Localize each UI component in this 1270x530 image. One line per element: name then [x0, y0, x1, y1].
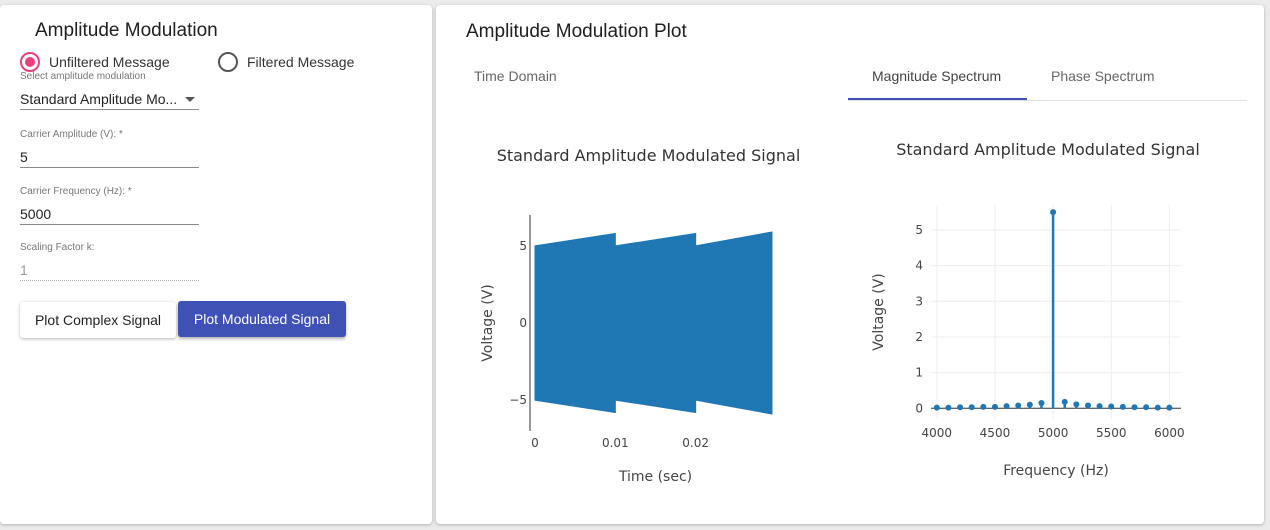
stem-point [1015, 402, 1022, 409]
stem-point [945, 404, 952, 411]
tab-baseline [848, 100, 1247, 101]
stem-point [1096, 403, 1103, 410]
stem-point [1131, 404, 1138, 411]
x-tick-label: 5000 [1038, 426, 1069, 440]
plot-modulated-signal-button[interactable]: Plot Modulated Signal [178, 301, 346, 337]
stem-point [1154, 404, 1161, 411]
radio-filtered-message[interactable]: Filtered Message [218, 52, 354, 72]
radio-unfiltered-label: Unfiltered Message [49, 54, 170, 70]
modulated-signal-area [534, 231, 773, 415]
scaling-factor-field: Scaling Factor k: 1 [20, 242, 199, 281]
carrier-frequency-field[interactable]: Carrier Frequency (Hz): * 5000 [20, 186, 199, 225]
modulation-select-box: Standard Amplitude Mo... [20, 88, 199, 110]
y-tick-label: 2 [915, 330, 923, 344]
carrier-amplitude-input[interactable]: 5 [20, 146, 199, 168]
y-tick-label: −5 [509, 393, 527, 407]
x-axis-label: Frequency (Hz) [1003, 463, 1109, 479]
y-tick-label: 5 [519, 239, 527, 253]
stem-point [1119, 403, 1126, 410]
y-tick-label: 0 [519, 316, 527, 330]
scaling-factor-input: 1 [20, 259, 199, 281]
y-tick-label: 3 [915, 294, 923, 308]
time-domain-chart: Standard Amplitude Modulated Signal 5 0 −5 0… [480, 146, 801, 485]
carrier-amplitude-label: Carrier Amplitude (V): * [20, 129, 123, 140]
stem-point [968, 404, 975, 411]
control-panel: Amplitude Modulation Unfiltered Message … [0, 5, 432, 524]
stem-point [933, 404, 940, 411]
modulation-select-label: Select amplitude modulation [20, 71, 146, 82]
y-axis-label: Voltage (V) [871, 273, 887, 350]
stem-point [1003, 403, 1010, 410]
tab-time-domain[interactable]: Time Domain [474, 68, 557, 84]
stem-point [1026, 401, 1033, 408]
x-tick-label: 4000 [922, 426, 953, 440]
stem-point [1073, 401, 1080, 408]
scaling-factor-label: Scaling Factor k: [20, 242, 95, 253]
stem-point [1143, 404, 1150, 411]
y-tick-label: 5 [915, 223, 923, 237]
stem-point [980, 403, 987, 410]
modulation-select[interactable]: Select amplitude modulation Standard Amp… [20, 71, 199, 110]
stem-point [957, 404, 964, 411]
chart-title: Standard Amplitude Modulated Signal [497, 146, 801, 165]
tab-phase-spectrum[interactable]: Phase Spectrum [1051, 68, 1155, 84]
y-tick-label: 4 [915, 259, 923, 273]
radio-filtered-label: Filtered Message [247, 54, 355, 70]
radio-unfiltered-message[interactable]: Unfiltered Message [20, 52, 170, 72]
x-tick-label: 0 [531, 436, 539, 450]
carrier-frequency-input[interactable]: 5000 [20, 203, 199, 225]
x-tick-label: 0.02 [682, 436, 709, 450]
stem-point [1084, 402, 1091, 409]
x-tick-label: 6000 [1154, 426, 1185, 440]
tab-magnitude-spectrum[interactable]: Magnitude Spectrum [872, 68, 1002, 84]
x-tick-label: 4500 [980, 426, 1011, 440]
x-tick-label: 5500 [1096, 426, 1127, 440]
carrier-amplitude-field[interactable]: Carrier Amplitude (V): * 5 [20, 129, 199, 168]
panel-title: Amplitude Modulation [35, 20, 218, 41]
stem-point [1038, 399, 1045, 406]
x-tick-label: 0.01 [602, 436, 629, 450]
stem-point [1166, 404, 1173, 411]
plot-panel-title: Amplitude Modulation Plot [466, 21, 687, 42]
tab-active-indicator [848, 98, 1027, 100]
magnitude-spectrum-chart: Standard Amplitude Modulated Signal 4000 4… [871, 140, 1200, 479]
y-axis-label: Voltage (V) [480, 284, 496, 361]
stem-point [1108, 403, 1115, 410]
y-tick-label: 0 [915, 401, 923, 415]
plot-panel: Amplitude Modulation Plot Time Domain Ma… [436, 5, 1264, 524]
carrier-frequency-label: Carrier Frequency (Hz): * [20, 186, 132, 197]
y-tick-label: 1 [915, 366, 923, 380]
dropdown-arrow-icon [185, 97, 195, 102]
radio-checked-icon [20, 52, 40, 72]
stem-point [991, 403, 998, 410]
x-axis-label: Time (sec) [618, 469, 692, 485]
modulation-select-value: Standard Amplitude Mo... [20, 91, 178, 107]
chart-title: Standard Amplitude Modulated Signal [896, 140, 1200, 159]
stem-point [1050, 209, 1057, 216]
radio-unchecked-icon [218, 52, 238, 72]
plot-complex-signal-button[interactable]: Plot Complex Signal [20, 302, 176, 338]
stem-point [1061, 398, 1068, 405]
